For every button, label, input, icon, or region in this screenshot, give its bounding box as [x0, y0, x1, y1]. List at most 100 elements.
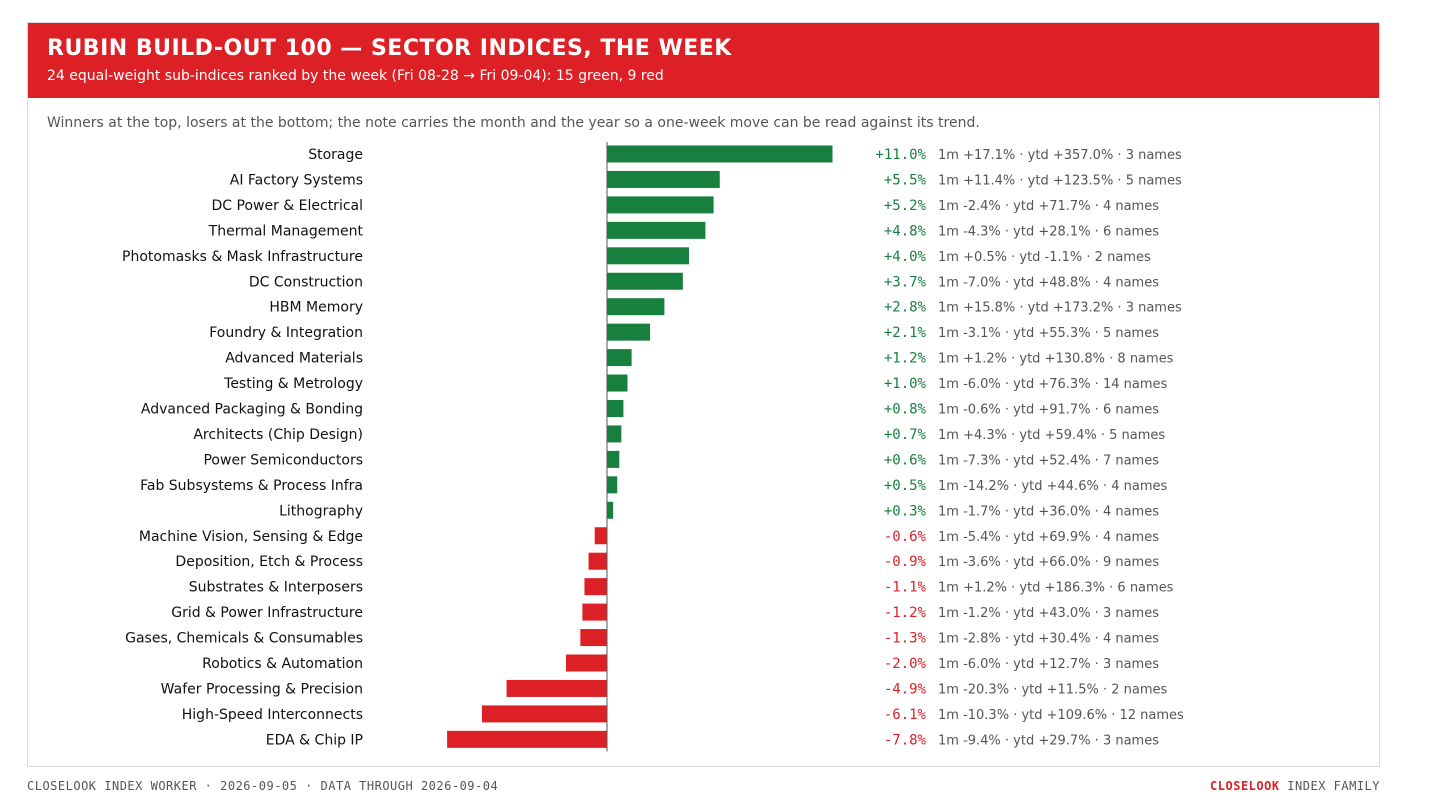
bar [607, 400, 624, 417]
trend-note: 1m -5.4% · ytd +69.9% · 4 names [938, 530, 1159, 545]
chart-header: RUBIN BUILD-OUT 100 — SECTOR INDICES, TH… [28, 23, 1379, 98]
bar [607, 450, 620, 468]
category-label: Advanced Packaging & Bonding [141, 402, 363, 418]
value-label: +1.2% [884, 351, 927, 367]
value-label: +5.5% [884, 172, 927, 188]
value-label: +0.3% [884, 503, 927, 519]
category-label: Machine Vision, Sensing & Edge [139, 529, 363, 545]
trend-note: 1m +17.1% · ytd +357.0% · 3 names [938, 148, 1182, 163]
category-label: Power Semiconductors [203, 452, 363, 468]
category-label: Grid & Power Infrastructure [171, 605, 363, 621]
category-label: HBM Memory [269, 300, 363, 316]
value-label: +0.7% [884, 427, 927, 443]
category-label: Testing & Metrology [223, 376, 363, 392]
bar [607, 501, 614, 519]
category-label: Photomasks & Mask Infrastructure [122, 249, 363, 265]
bar [607, 349, 632, 367]
value-label: +4.0% [884, 249, 927, 265]
value-label: +0.8% [884, 402, 927, 418]
trend-note: 1m +1.2% · ytd +130.8% · 8 names [938, 352, 1174, 367]
category-label: Wafer Processing & Precision [161, 681, 363, 697]
chart-subtitle: 24 equal-weight sub-indices ranked by th… [47, 68, 664, 84]
category-label: Storage [308, 147, 363, 163]
bar [447, 730, 607, 748]
trend-note: 1m -4.3% · ytd +28.1% · 6 names [938, 224, 1159, 239]
category-label: Thermal Management [208, 223, 364, 239]
bar [607, 272, 683, 290]
value-label: -1.1% [884, 580, 927, 596]
bar [607, 425, 622, 443]
trend-note: 1m +4.3% · ytd +59.4% · 5 names [938, 428, 1165, 443]
category-label: AI Factory Systems [230, 172, 363, 188]
category-label: DC Construction [249, 274, 363, 290]
bar [594, 527, 607, 545]
value-label: +0.5% [884, 478, 927, 494]
category-label: High-Speed Interconnects [182, 707, 363, 723]
category-label: Advanced Materials [225, 351, 363, 367]
value-label: -1.3% [884, 631, 927, 647]
bar [607, 298, 665, 316]
category-label: Lithography [279, 503, 363, 519]
value-label: -0.6% [884, 529, 927, 545]
category-label: Fab Subsystems & Process Infra [140, 478, 363, 494]
value-label: +2.1% [884, 325, 927, 341]
bar [588, 552, 607, 570]
trend-note: 1m -3.1% · ytd +55.3% · 5 names [938, 326, 1159, 341]
trend-note: 1m -6.0% · ytd +76.3% · 14 names [938, 377, 1167, 392]
trend-note: 1m -2.8% · ytd +30.4% · 4 names [938, 632, 1159, 647]
bar [566, 654, 607, 672]
bar [607, 374, 628, 392]
bar [607, 247, 689, 265]
bar [607, 170, 720, 188]
bar-chart: Storage +11.0% 1m +17.1% · ytd +357.0% · 3… [122, 142, 1184, 752]
footer-brand-suffix: INDEX FAMILY [1279, 779, 1380, 793]
category-label: Foundry & Integration [209, 325, 363, 341]
value-label: +0.6% [884, 452, 927, 468]
value-label: +11.0% [875, 147, 926, 163]
category-label: Robotics & Automation [202, 656, 363, 672]
trend-note: 1m -9.4% · ytd +29.7% · 3 names [938, 733, 1159, 748]
value-label: +3.7% [884, 274, 927, 290]
value-label: +1.0% [884, 376, 927, 392]
value-label: +5.2% [884, 198, 927, 214]
bar [607, 323, 651, 341]
value-label: -1.2% [884, 605, 927, 621]
category-label: Architects (Chip Design) [193, 427, 363, 443]
trend-note: 1m -1.2% · ytd +43.0% · 3 names [938, 606, 1159, 621]
bar [506, 679, 607, 697]
footer-source: CLOSELOOK INDEX WORKER · 2026-09-05 · DA… [27, 779, 499, 793]
category-label: DC Power & Electrical [212, 198, 364, 214]
bar [580, 629, 607, 647]
trend-note: 1m +0.5% · ytd -1.1% · 2 names [938, 250, 1151, 265]
value-label: -2.0% [884, 656, 927, 672]
trend-note: 1m -20.3% · ytd +11.5% · 2 names [938, 682, 1167, 697]
trend-note: 1m +15.8% · ytd +173.2% · 3 names [938, 301, 1182, 316]
footer-brand-name: CLOSELOOK [1210, 779, 1280, 793]
chart-card: RUBIN BUILD-OUT 100 — SECTOR INDICES, TH… [27, 22, 1380, 767]
bar [607, 196, 714, 214]
category-label: Substrates & Interposers [189, 580, 363, 596]
chart-title: RUBIN BUILD-OUT 100 — SECTOR INDICES, TH… [47, 36, 732, 61]
trend-note: 1m -2.4% · ytd +71.7% · 4 names [938, 199, 1159, 214]
trend-note: 1m -14.2% · ytd +44.6% · 4 names [938, 479, 1167, 494]
category-label: Deposition, Etch & Process [175, 554, 363, 570]
trend-note: 1m +11.4% · ytd +123.5% · 5 names [938, 173, 1182, 188]
bar [582, 603, 607, 621]
trend-note: 1m -1.7% · ytd +36.0% · 4 names [938, 504, 1159, 519]
trend-note: 1m -7.0% · ytd +48.8% · 4 names [938, 275, 1159, 290]
value-label: -0.9% [884, 554, 927, 570]
trend-note: 1m -6.0% · ytd +12.7% · 3 names [938, 657, 1159, 672]
category-label: Gases, Chemicals & Consumables [125, 631, 363, 647]
chart-note: Winners at the top, losers at the bottom… [47, 115, 980, 131]
value-label: -4.9% [884, 681, 927, 697]
footer-brand: CLOSELOOK INDEX FAMILY [1210, 779, 1380, 793]
trend-note: 1m -3.6% · ytd +66.0% · 9 names [938, 555, 1159, 570]
bar [584, 578, 607, 596]
value-label: +4.8% [884, 223, 927, 239]
bar [607, 221, 706, 239]
trend-note: 1m -10.3% · ytd +109.6% · 12 names [938, 708, 1184, 723]
trend-note: 1m -7.3% · ytd +52.4% · 7 names [938, 453, 1159, 468]
trend-note: 1m -0.6% · ytd +91.7% · 6 names [938, 403, 1159, 418]
bar [607, 145, 833, 163]
category-label: EDA & Chip IP [266, 732, 363, 748]
